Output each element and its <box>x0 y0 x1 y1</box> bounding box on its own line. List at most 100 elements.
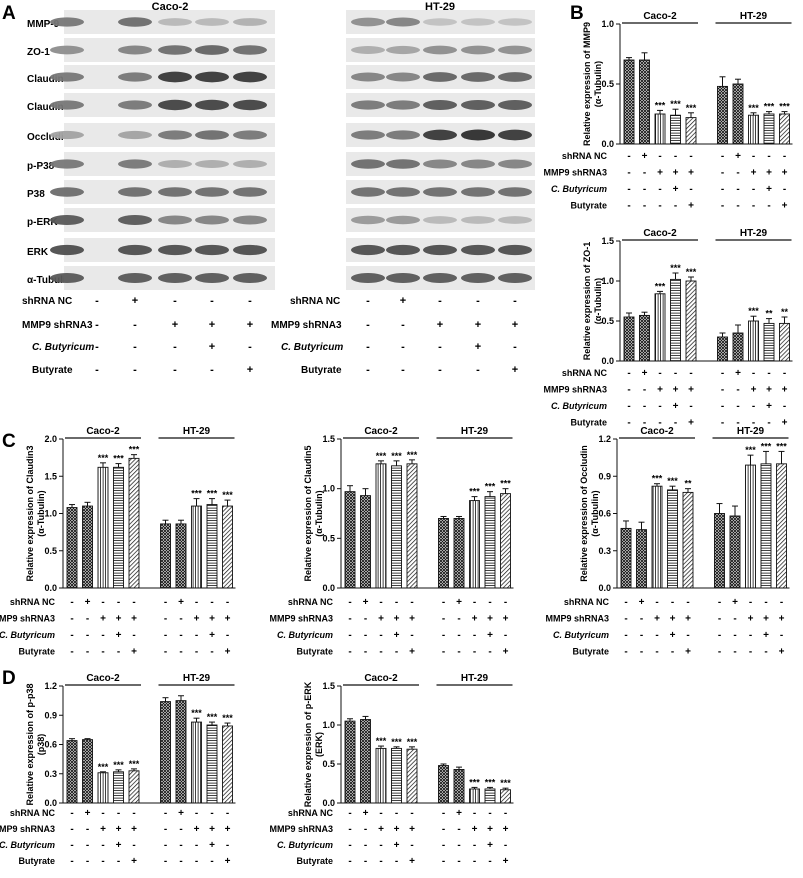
treatment-sign: - <box>86 614 89 625</box>
treatment-sign: + <box>116 630 122 641</box>
significance-label: *** <box>222 713 233 723</box>
bar <box>682 491 694 589</box>
treatment-sign: - <box>733 630 736 641</box>
bar <box>670 114 681 145</box>
treatment-sign: - <box>164 856 167 867</box>
treatment-sign: - <box>410 597 413 608</box>
significance-label: *** <box>469 777 480 787</box>
treatment-sign: - <box>86 647 89 658</box>
blot-band <box>351 46 385 54</box>
bar <box>344 491 356 589</box>
blot-band <box>158 215 192 225</box>
treatment-sign: - <box>210 647 213 658</box>
treatment-sign: - <box>70 647 73 658</box>
significance-label: *** <box>764 102 775 112</box>
treatment-sign: - <box>70 840 73 851</box>
blot-band <box>233 18 267 26</box>
treatment-sign: - <box>624 647 627 658</box>
blot-band <box>498 18 532 26</box>
blot-band <box>498 100 532 110</box>
treatment-sign: + <box>688 385 694 396</box>
bar <box>636 529 647 589</box>
treatment-sign: - <box>379 856 382 867</box>
bar <box>732 332 744 362</box>
treatment-sign: - <box>366 319 370 331</box>
treatment-sign: + <box>782 385 788 396</box>
bar <box>66 507 78 589</box>
bar <box>639 314 650 362</box>
chart-zo1: 0.0 0.5 1.0 1.5 Relative expression of ZO-1(… <box>543 228 793 429</box>
treatment-sign: + <box>673 184 679 195</box>
treatment-sign: - <box>70 856 73 867</box>
treatment-sign: - <box>767 151 770 162</box>
treatment-sign: - <box>179 840 182 851</box>
treatment-sign: + <box>766 385 772 396</box>
treatment-label: C. Butyricum <box>281 342 343 353</box>
bar <box>654 113 666 145</box>
treatment-sign: - <box>438 364 442 376</box>
treatment-sign: + <box>670 630 676 641</box>
treatment-sign: - <box>476 295 480 307</box>
treatment-sign: - <box>195 597 198 608</box>
bar <box>670 278 681 362</box>
treatment-sign: + <box>763 614 769 625</box>
bar <box>729 515 741 589</box>
treatment-sign: + <box>394 824 400 835</box>
blot-band <box>498 129 532 141</box>
treatment-sign: - <box>348 614 351 625</box>
bar <box>779 322 790 362</box>
significance-label: *** <box>745 445 756 455</box>
treatment-sign: + <box>116 614 122 625</box>
y-tick-label: 0.5 <box>322 759 335 769</box>
blot-band <box>50 17 84 27</box>
treatment-sign: - <box>401 319 405 331</box>
significance-label: *** <box>485 482 496 492</box>
significance-label: ** <box>684 479 692 489</box>
blot-band <box>386 187 420 197</box>
treatment-label: C. Butyricum <box>551 401 607 411</box>
y-axis-label: (α-Tubulin) <box>36 490 46 536</box>
treatment-sign: + <box>209 840 215 851</box>
blot-band <box>498 159 532 169</box>
treatment-sign: - <box>658 418 661 429</box>
treatment-sign: - <box>366 295 370 307</box>
blot-band <box>423 273 457 283</box>
treatment-sign: - <box>379 630 382 641</box>
bar <box>484 788 496 804</box>
treatment-sign: - <box>655 597 658 608</box>
treatment-sign: - <box>70 808 73 819</box>
blot-band <box>423 216 457 224</box>
treatment-sign: - <box>457 856 460 867</box>
blot-band <box>158 160 192 168</box>
treatment-sign: - <box>752 201 755 212</box>
treatment-sign: - <box>736 201 739 212</box>
significance-label: *** <box>500 479 511 489</box>
blot-band <box>351 215 385 225</box>
treatment-sign: - <box>70 597 73 608</box>
treatment-sign: - <box>736 418 739 429</box>
treatment-sign: - <box>627 168 630 179</box>
bar <box>222 505 233 589</box>
y-tick-label: 1.2 <box>44 681 57 691</box>
blot-band <box>50 45 84 55</box>
panel-label-c: C <box>2 431 16 452</box>
bar <box>128 457 140 589</box>
blot-band <box>498 187 532 197</box>
group-label: HT-29 <box>740 228 768 239</box>
treatment-sign: - <box>348 840 351 851</box>
chart-claudin3: 0.0 0.5 1.0 1.5 2.0 Relative expression of Cl… <box>0 426 236 658</box>
treatment-sign: - <box>686 630 689 641</box>
bar <box>222 725 233 804</box>
treatment-sign: - <box>671 597 674 608</box>
blot-band <box>351 72 385 82</box>
treatment-label: MMP9 shRNA3 <box>0 614 55 624</box>
treatment-sign: - <box>767 201 770 212</box>
blot-band <box>423 100 457 110</box>
treatment-label: MMP9 shRNA3 <box>269 614 333 624</box>
significance-label: *** <box>748 306 759 316</box>
treatment-sign: - <box>410 840 413 851</box>
treatment-sign: + <box>178 808 184 819</box>
treatment-sign: - <box>210 295 214 307</box>
bar <box>639 59 650 145</box>
significance-label: *** <box>652 474 663 484</box>
